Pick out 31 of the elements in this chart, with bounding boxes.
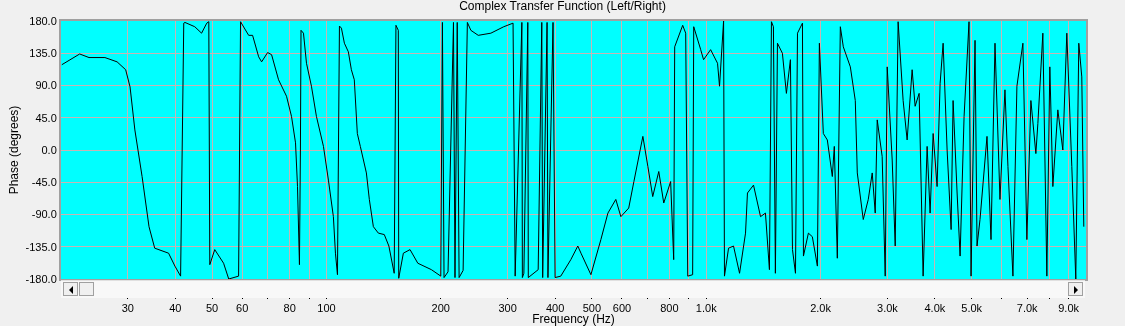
y-tick-label: -135.0: [25, 240, 57, 253]
x-tick-label: 7.0k: [1016, 302, 1039, 315]
y-tick-label: 45.0: [35, 111, 57, 124]
x-tick-label: 400: [545, 302, 565, 315]
x-tick-label: 500: [582, 302, 602, 315]
y-tick-label: 180.0: [29, 14, 57, 27]
x-tick-label: 4.0k: [924, 302, 946, 315]
x-tick-label: 300: [498, 302, 517, 315]
y-tick-label: 90.0: [35, 79, 57, 92]
y-axis-title: Phase (degrees): [7, 105, 22, 195]
x-tick-label: 50: [206, 302, 219, 315]
x-tick-label: 80: [283, 302, 296, 315]
x-tick-label: 60: [236, 302, 249, 315]
y-tick-label: 135.0: [29, 47, 57, 60]
y-tick-label: -45.0: [31, 176, 57, 189]
y-tick-label: 0.0: [41, 143, 57, 156]
x-tick-label: 3.0k: [877, 302, 899, 315]
y-tick-label: -180.0: [25, 272, 57, 285]
x-tick-label: 40: [169, 302, 182, 315]
x-tick-label: 5.0k: [961, 302, 983, 315]
x-tick-label: 1.0k: [695, 302, 718, 315]
x-tick-label: 200: [431, 302, 450, 315]
y-tick-label: -90.0: [31, 208, 57, 221]
x-axis-title: Frequency (Hz): [532, 312, 615, 326]
x-tick-label: 9.0k: [1058, 302, 1080, 315]
chart-title: Complex Transfer Function (Left/Right): [459, 0, 666, 14]
x-tick-label: 30: [121, 302, 134, 315]
x-tick-label: 800: [660, 302, 679, 315]
x-tick-label: 600: [612, 302, 632, 315]
x-tick-label: 2.0k: [810, 302, 832, 315]
x-tick-label: 100: [317, 302, 336, 315]
